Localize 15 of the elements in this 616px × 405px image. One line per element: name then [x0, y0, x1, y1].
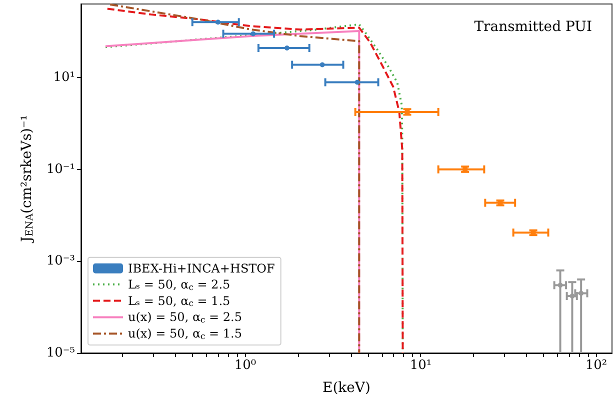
y-tick-label: 10⁻³ [46, 254, 75, 269]
y-tick-label: 10⁻¹ [46, 162, 75, 177]
legend-label: u(x) = 50, αc = 1.5 [128, 326, 242, 341]
legend-label: Lₛ = 50, αc = 2.5 [128, 277, 230, 292]
legend-label: Lₛ = 50, αc = 1.5 [128, 294, 230, 308]
annotation: Transmitted PUI [474, 19, 592, 35]
x-axis-title: E(keV) [322, 380, 371, 396]
x-tick-label: 10² [585, 358, 608, 373]
legend-label: u(x) = 50, αc = 2.5 [128, 310, 242, 325]
y-axis-title: JENA(cm²srkeVs)⁻¹ [19, 114, 36, 244]
y-tick-label: 10⁻⁵ [46, 346, 75, 360]
legend-label: IBEX-Hi+INCA+HSTOF [128, 261, 275, 276]
y-tick-label: 10¹ [53, 70, 75, 86]
x-tick-label: 10¹ [410, 358, 432, 373]
x-tick-label: 10⁰ [234, 358, 256, 373]
